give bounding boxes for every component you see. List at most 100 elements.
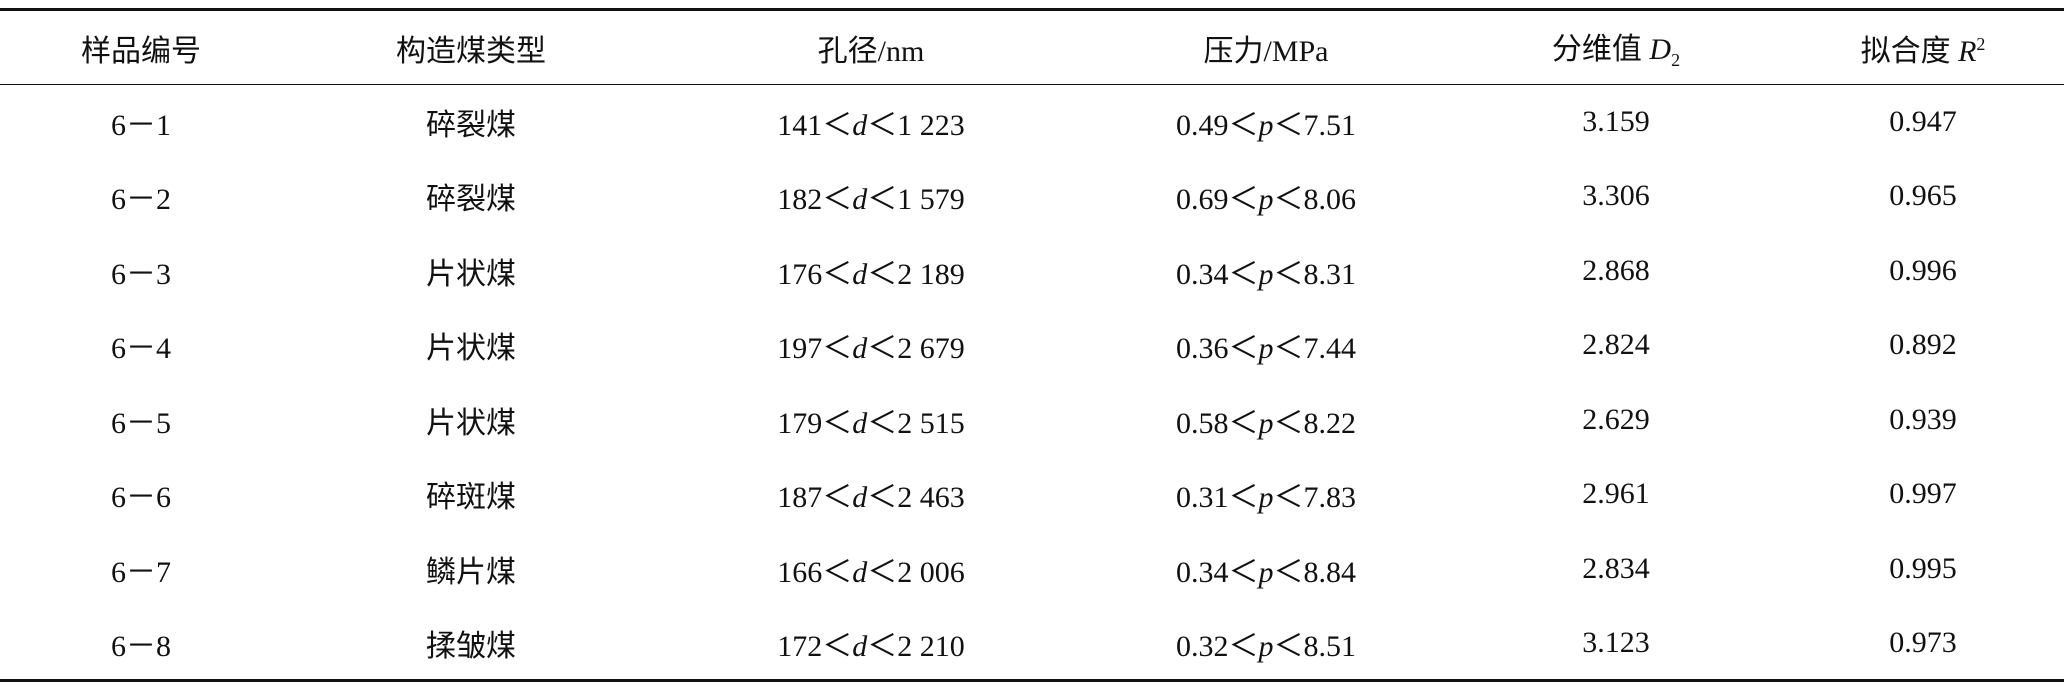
table-cell: 182＜d＜1 579 (660, 159, 1082, 234)
cell-text: ＜8.51 (1273, 629, 1357, 663)
cell-text: ＜2 189 (867, 257, 965, 291)
table-cell: 0.58＜p＜8.22 (1082, 383, 1450, 458)
cell-text: 0.58＜ (1176, 406, 1259, 440)
cell-text: 0.69＜ (1176, 183, 1259, 217)
cell-text: ＜8.84 (1273, 555, 1357, 589)
cell-text: ＜2 515 (867, 406, 965, 440)
cell-text: ＜7.44 (1273, 332, 1357, 366)
italic-symbol: R (1958, 34, 1977, 68)
cell-text: ＜2 210 (867, 629, 965, 663)
table-row: 6－6 碎斑煤 187＜d＜2 463 0.31＜p＜7.83 2.961 0.997 (0, 457, 2064, 532)
table-cell: 6－1 (111, 109, 171, 142)
cell-text: ＜2 006 (867, 555, 965, 589)
table-cell: 2.824 (1582, 328, 1650, 362)
table-cell: 碎裂煤 (426, 183, 516, 217)
data-table: 样品编号 构造煤类型 孔径/nm 压力/MPa 分维值 D2 拟合度 R2 6－1 碎裂煤 1… (0, 8, 2064, 682)
cell-text: 分维值 (1551, 33, 1650, 66)
italic-symbol: p (1258, 183, 1274, 217)
header-cell: 分维值 D2 (1450, 10, 1782, 85)
table-cell: 0.939 (1889, 402, 1957, 436)
table-cell: 2.834 (1582, 551, 1650, 585)
cell-text: ＜8.31 (1273, 257, 1357, 291)
cell-text: ＜8.22 (1273, 406, 1357, 440)
header-row: 样品编号 构造煤类型 孔径/nm 压力/MPa 分维值 D2 拟合度 R2 (0, 9, 2064, 85)
table-cell: 141＜d＜1 223 (660, 85, 1082, 160)
superscript: 2 (1976, 33, 1986, 54)
cell-text: 0.31＜ (1176, 481, 1259, 515)
table-cell: 6－6 (111, 481, 171, 515)
header-cell: 拟合度 R2 (1782, 10, 2064, 85)
table-cell: 166＜d＜2 006 (660, 532, 1082, 607)
table-cell: 0.32＜p＜8.51 (1082, 606, 1450, 681)
header-cell: 构造煤类型 (396, 34, 546, 68)
table-cell: 0.49＜p＜7.51 (1082, 85, 1450, 160)
table-row: 6－1 碎裂煤 141＜d＜1 223 0.49＜p＜7.51 3.159 0.947 (0, 85, 2064, 160)
table-cell: 0.973 (1889, 625, 1957, 659)
table-cell: 197＜d＜2 679 (660, 308, 1082, 383)
table-header: 样品编号 构造煤类型 孔径/nm 压力/MPa 分维值 D2 拟合度 R2 (0, 9, 2064, 85)
cell-text: ＜1 223 (867, 109, 965, 142)
cell-text: ＜2 463 (867, 481, 965, 515)
table-cell: 片状煤 (426, 257, 516, 291)
italic-symbol: d (852, 481, 868, 515)
table-cell: 0.34＜p＜8.84 (1082, 532, 1450, 607)
italic-symbol: p (1258, 555, 1274, 589)
table-cell: 0.995 (1889, 551, 1957, 585)
table-row: 6－7 鳞片煤 166＜d＜2 006 0.34＜p＜8.84 2.834 0.995 (0, 532, 2064, 607)
italic-symbol: d (852, 109, 868, 142)
italic-symbol: p (1258, 629, 1274, 663)
table-row: 6－3 片状煤 176＜d＜2 189 0.34＜p＜8.31 2.868 0.996 (0, 234, 2064, 309)
cell-text: ＜2 679 (867, 332, 965, 366)
italic-symbol: d (852, 555, 868, 589)
table-cell: 0.997 (1889, 477, 1957, 511)
table-cell: 6－8 (111, 629, 171, 663)
table-cell: 2.629 (1582, 402, 1650, 436)
table-cell: 2.961 (1582, 477, 1650, 511)
cell-text: 0.49＜ (1176, 109, 1259, 142)
table-cell: 0.69＜p＜8.06 (1082, 159, 1450, 234)
italic-symbol: p (1258, 332, 1274, 366)
cell-text: 141＜ (777, 109, 853, 142)
table-row: 6－2 碎裂煤 182＜d＜1 579 0.69＜p＜8.06 3.306 0.965 (0, 159, 2064, 234)
italic-symbol: d (852, 257, 868, 291)
cell-text: ＜7.83 (1273, 481, 1357, 515)
table-cell: 6－5 (111, 406, 171, 440)
cell-text: 0.36＜ (1176, 332, 1259, 366)
table-cell: 3.159 (1582, 105, 1650, 138)
table-cell: 0.965 (1889, 179, 1957, 213)
cell-text: 0.34＜ (1176, 257, 1259, 291)
cell-text: 166＜ (777, 555, 853, 589)
table-cell: 鳞片煤 (426, 555, 516, 589)
header-cell: 样品编号 (81, 34, 201, 68)
italic-symbol: p (1258, 109, 1274, 142)
italic-symbol: d (852, 183, 868, 217)
cell-text: 172＜ (777, 629, 853, 663)
italic-symbol: d (852, 629, 868, 663)
table-row: 6－5 片状煤 179＜d＜2 515 0.58＜p＜8.22 2.629 0.939 (0, 383, 2064, 458)
table-cell: 172＜d＜2 210 (660, 606, 1082, 681)
table-cell: 0.34＜p＜8.31 (1082, 234, 1450, 309)
cell-text: ＜1 579 (867, 183, 965, 217)
cell-text: ＜8.06 (1273, 183, 1357, 217)
table-cell: 2.868 (1582, 253, 1650, 287)
table-cell: 3.123 (1582, 625, 1650, 659)
table-cell: 6－2 (111, 183, 171, 217)
table-cell: 碎裂煤 (426, 109, 516, 142)
italic-symbol: p (1258, 481, 1274, 515)
table-cell: 碎斑煤 (426, 481, 516, 515)
italic-symbol: p (1258, 257, 1274, 291)
table-cell: 片状煤 (426, 332, 516, 366)
table-cell: 176＜d＜2 189 (660, 234, 1082, 309)
table-body: 6－1 碎裂煤 141＜d＜1 223 0.49＜p＜7.51 3.159 0.947 6－… (0, 85, 2064, 681)
table-cell: 0.996 (1889, 253, 1957, 287)
header-cell: 孔径/nm (817, 34, 925, 68)
table-cell: 3.306 (1582, 179, 1650, 213)
table-row: 6－4 片状煤 197＜d＜2 679 0.36＜p＜7.44 2.824 0.892 (0, 308, 2064, 383)
table-cell: 0.36＜p＜7.44 (1082, 308, 1450, 383)
italic-symbol: p (1258, 406, 1274, 440)
table-cell: 0.947 (1889, 105, 1957, 138)
header-cell: 压力/MPa (1203, 34, 1329, 68)
cell-text: 187＜ (777, 481, 853, 515)
italic-symbol: d (852, 332, 868, 366)
table-cell: 6－3 (111, 257, 171, 291)
